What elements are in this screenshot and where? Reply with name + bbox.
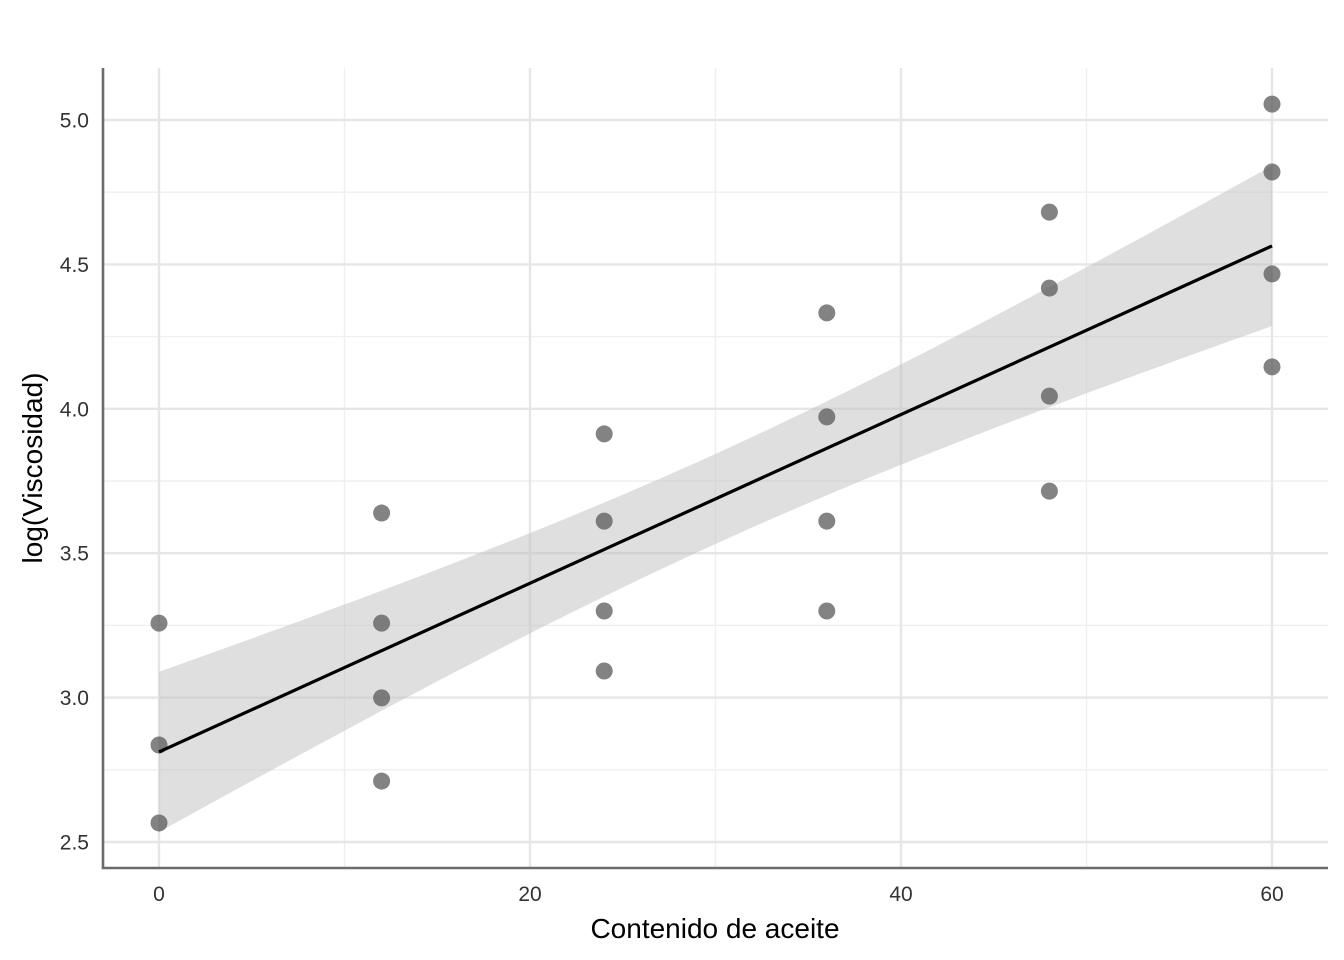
data-points [150, 95, 1281, 832]
data-point [1040, 387, 1058, 405]
data-point [150, 814, 168, 832]
x-tick-label: 40 [889, 883, 912, 906]
data-point [373, 614, 391, 632]
data-point [373, 504, 391, 522]
y-tick-label: 4.0 [60, 398, 89, 421]
data-point [373, 772, 391, 790]
data-point [595, 512, 613, 530]
data-point [595, 425, 613, 443]
data-point [1040, 482, 1058, 500]
y-tick-label: 3.0 [60, 687, 89, 710]
x-axis-title: Contenido de aceite [590, 913, 839, 944]
plot-panel [103, 68, 1328, 868]
data-point [818, 602, 836, 620]
data-point [1263, 95, 1281, 113]
data-point [595, 662, 613, 680]
y-axis-tick-labels: 2.5 3.0 3.5 4.0 4.5 5.0 [60, 110, 89, 855]
data-point [595, 602, 613, 620]
y-tick-label: 4.5 [60, 254, 89, 277]
data-point [818, 512, 836, 530]
x-tick-label: 60 [1260, 883, 1283, 906]
x-axis-tick-labels: 0 20 40 60 [153, 883, 1284, 906]
data-point [373, 689, 391, 707]
data-point [1263, 163, 1281, 181]
y-tick-label: 2.5 [60, 832, 89, 855]
regression-line [158, 244, 1273, 754]
data-point [818, 408, 836, 426]
y-tick-label: 5.0 [60, 110, 89, 133]
data-point [1040, 279, 1058, 297]
data-point [1040, 203, 1058, 221]
x-tick-label: 0 [153, 883, 165, 906]
x-tick-label: 20 [518, 883, 541, 906]
y-axis-title: log(Viscosidad) [17, 373, 48, 564]
y-tick-label: 3.5 [60, 543, 89, 566]
data-point [150, 614, 168, 632]
data-point [1263, 358, 1281, 376]
data-point [1263, 265, 1281, 283]
data-point [818, 304, 836, 322]
